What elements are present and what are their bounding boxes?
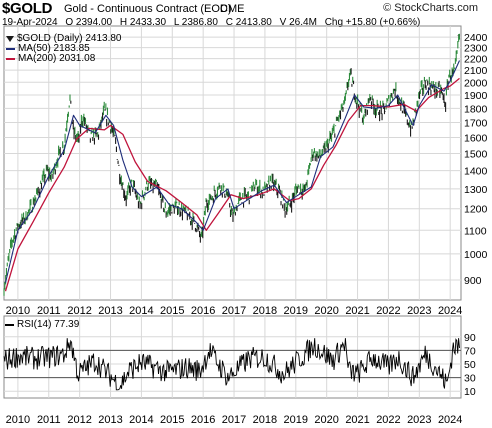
price-y-tick-label: 1000 (464, 249, 488, 261)
rsi-swatch-icon (5, 323, 14, 326)
symbol-title: $GOLD (2, 0, 53, 17)
price-x-tick-label: 2014 (129, 305, 153, 317)
legend-price-label: $GOLD (Daily) 2413.80 (17, 33, 122, 44)
rsi-x-tick-label: 2014 (129, 414, 153, 426)
rsi-y-tick-label: 90 (464, 332, 476, 344)
price-bar-icon (6, 35, 14, 42)
rsi-x-tick-label: 2022 (376, 414, 400, 426)
price-y-tick-label: 900 (464, 275, 482, 287)
price-y-tick-label: 2100 (464, 65, 488, 77)
rsi-panel: 2010 2011 2012 2013 2014 2015 2016 2017 2018 2019… (3, 315, 476, 426)
legend-ma50: MA(50) 2183.85 (6, 43, 90, 54)
rsi-y-tick-label: 30 (464, 373, 476, 385)
price-y-tick-label: 2200 (464, 54, 488, 66)
exchange-label: CME (220, 3, 245, 15)
rsi-x-tick-label: 2016 (191, 414, 215, 426)
price-panel-frame (3, 25, 462, 301)
stockcharts-credit: © StockCharts.com (383, 2, 478, 14)
price-y-tick-label: 1100 (464, 225, 487, 237)
price-y-tick-label: 2000 (464, 77, 488, 89)
price-x-tick-label: 2017 (222, 305, 246, 317)
price-y-tick-label: 1200 (464, 204, 488, 216)
ma200-swatch-icon (6, 57, 15, 60)
rsi-x-tick-label: 2015 (160, 414, 184, 426)
ma200-line (4, 77, 460, 292)
rsi-x-tick-label: 2017 (222, 414, 246, 426)
price-x-tick-label: 2019 (284, 305, 308, 317)
rsi-x-tick-label: 2010 (6, 414, 30, 426)
price-y-tick-label: 2300 (464, 43, 488, 55)
rsi-x-tick-label: 2024 (438, 414, 462, 426)
price-x-tick-label: 2016 (191, 305, 215, 317)
price-x-tick-label: 2018 (253, 305, 277, 317)
legend-ma200: MA(200) 2031.08 (6, 53, 95, 64)
rsi-x-tick-label: 2023 (407, 414, 431, 426)
price-y-tick-label: 1700 (464, 117, 488, 129)
price-x-tick-label: 2015 (160, 305, 184, 317)
quote-low: L 2386.80 (173, 17, 218, 28)
rsi-y-tick-label: 50 (464, 359, 476, 371)
price-y-tick-label: 1600 (464, 133, 488, 145)
price-x-tick-label: 2024 (438, 305, 462, 317)
legend-ma50-label: MA(50) 2183.85 (18, 43, 90, 54)
price-x-tick-label: 2022 (376, 305, 400, 317)
quote-change: Chg +15.80 (+0.66%) (324, 17, 421, 28)
rsi-x-tick-label: 2021 (345, 414, 369, 426)
rsi-x-tick-label: 2013 (98, 414, 122, 426)
price-x-tick-label: 2012 (67, 305, 91, 317)
legend-rsi: RSI(14) 77.39 (5, 319, 79, 330)
rsi-y-tick-label: 10 (464, 386, 476, 398)
legend-price: $GOLD (Daily) 2413.80 (6, 33, 122, 44)
quote-date: 19-Apr-2024 (2, 17, 58, 28)
price-y-tick-label: 1300 (464, 184, 488, 196)
quote-open: O 2394.00 (65, 17, 113, 28)
quote-bar: 19-Apr-2024 O 2394.00 H 2433.30 L 2386.8… (2, 17, 425, 28)
legend-ma200-label: MA(200) 2031.08 (18, 53, 96, 64)
price-y-tick-label: 1500 (464, 148, 488, 160)
rsi-x-tick-label: 2019 (284, 414, 308, 426)
price-x-tick-label: 2013 (98, 305, 122, 317)
price-y-tick-label: 2400 (464, 32, 488, 44)
price-x-tick-label: 2023 (407, 305, 431, 317)
chart-description: Gold - Continuous Contract (EOD) (64, 3, 232, 15)
rsi-x-tick-label: 2012 (67, 414, 91, 426)
price-x-tick-label: 2021 (345, 305, 369, 317)
price-x-tick-label: 2020 (314, 305, 338, 317)
price-x-tick-label: 2011 (37, 305, 61, 317)
price-y-tick-label: 1400 (464, 166, 488, 178)
quote-high: H 2433.30 (119, 17, 167, 28)
price-y-tick-label: 1900 (464, 90, 488, 102)
quote-close: C 2413.80 (225, 17, 272, 28)
rsi-x-tick-label: 2020 (314, 414, 338, 426)
price-y-tick-label: 1800 (464, 103, 488, 115)
ma50-swatch-icon (6, 47, 15, 50)
rsi-x-tick-label: 2011 (37, 414, 61, 426)
rsi-x-tick-label: 2018 (253, 414, 277, 426)
quote-volume: V 26.4M (279, 17, 317, 28)
rsi-line (3, 338, 460, 391)
price-panel: 2010 2011 2012 2013 2014 2015 2016 2017 2018 2019… (3, 25, 488, 317)
legend-rsi-label: RSI(14) 77.39 (17, 319, 80, 330)
ma50-line (4, 60, 461, 283)
price-x-tick-label: 2010 (6, 305, 30, 317)
rsi-y-tick-label: 70 (464, 345, 476, 357)
